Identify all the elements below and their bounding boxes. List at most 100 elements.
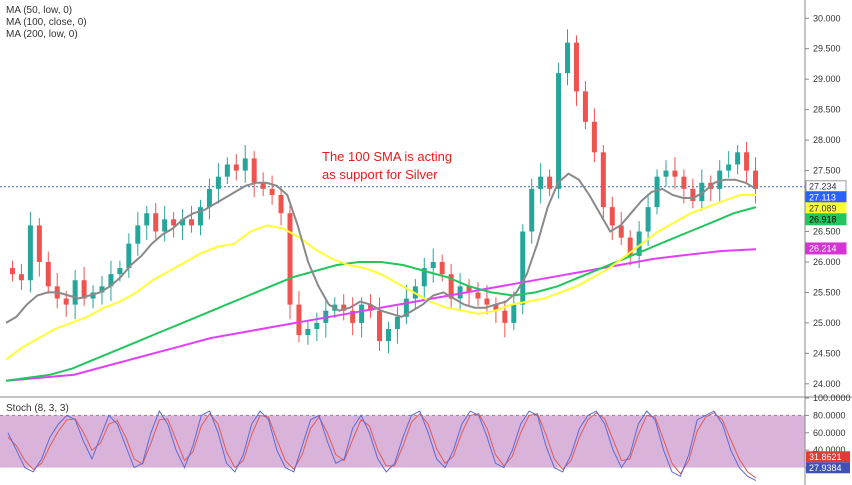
candle-body (144, 213, 150, 226)
candle-body (180, 219, 186, 226)
price-badge (805, 242, 847, 255)
candle-body (681, 176, 687, 189)
candle-body (18, 274, 24, 281)
candle-body (135, 225, 141, 244)
candle-body (377, 310, 383, 342)
candle-body (296, 304, 302, 336)
candle-body (359, 304, 365, 323)
candle-body (636, 231, 642, 256)
candle-body (403, 298, 409, 317)
candle-body (448, 274, 454, 299)
candle-body (350, 310, 356, 323)
candle-body (493, 304, 499, 311)
candle-body (224, 164, 230, 177)
candle-body (45, 261, 51, 287)
candle-body (520, 231, 526, 305)
price-badge (805, 213, 847, 226)
stoch-badge-label: 31.8621 (809, 452, 842, 462)
price-badge-label: 26.214 (809, 243, 837, 253)
price-pane (0, 29, 852, 398)
candle-body (457, 286, 463, 299)
price-tick-label: 24.500 (813, 348, 841, 358)
annotation-line-1: The 100 SMA is acting (322, 149, 453, 164)
candle-body (385, 328, 391, 342)
candle-body (582, 91, 588, 122)
stoch-d-line (7, 412, 757, 479)
candle-body (81, 280, 87, 299)
price-badge-label: 27.234 (809, 181, 837, 191)
stoch-badge-label: 27.9384 (809, 463, 842, 473)
candle-body (627, 237, 633, 256)
candle-body (27, 225, 33, 281)
stoch-label: Stoch (8, 3, 3) (6, 403, 69, 414)
candle-body (287, 213, 293, 305)
candle-body (663, 170, 669, 177)
ma200-line (5, 206, 757, 382)
candle-body (735, 152, 741, 165)
chart-annotation: The 100 SMA is acting as support for Sil… (322, 148, 452, 184)
price-badge-label: 27.113 (809, 192, 836, 202)
price-tick-label: 29.000 (813, 74, 841, 84)
candle-body (618, 225, 624, 238)
stoch-k-line (7, 410, 757, 482)
price-tick-label: 28.500 (813, 105, 841, 115)
candle-body (63, 298, 69, 305)
candle-body (206, 188, 212, 208)
stoch-tick-label: 40.0000 (813, 445, 846, 455)
price-tick-label: 27.500 (813, 166, 841, 176)
candle-body (9, 268, 15, 275)
stoch-tick-label: 60.0000 (813, 428, 846, 438)
stoch-band (0, 415, 805, 468)
price-axis: 30.000 29.500 29.000 28.500 28.000 27.500 27.0… (804, 0, 851, 485)
candle-body (126, 243, 132, 269)
candle-body (153, 213, 159, 232)
ma-long-line (5, 248, 757, 382)
candle-body (609, 207, 615, 226)
candle-body (556, 73, 562, 189)
candle-body (278, 194, 284, 214)
candle-body (484, 298, 490, 305)
candle-body (260, 182, 266, 189)
candle-body (645, 207, 651, 232)
candle-body (475, 292, 481, 299)
candle-body (215, 176, 221, 189)
legend-ma200: MA (200, low, 0) (6, 29, 78, 40)
candle-body (439, 261, 445, 275)
candle-body (90, 292, 96, 299)
candle-body (672, 170, 678, 177)
candle-body (744, 152, 750, 171)
candle-body (690, 188, 696, 202)
legend-ma100: MA (100, close, 0) (6, 17, 87, 28)
candle-body (242, 158, 248, 171)
stoch-badge (806, 451, 850, 463)
stoch-tick-label: 100.0000 (813, 393, 851, 403)
candle-body (99, 286, 105, 293)
ma50-line (5, 172, 757, 324)
legend-ma50: MA (50, low, 0) (6, 5, 73, 16)
stoch-tick-label: 80.0000 (813, 410, 846, 420)
price-tick-label: 24.000 (813, 379, 841, 389)
candle-body (117, 268, 123, 275)
price-badge-label: 26.918 (809, 214, 837, 224)
price-tick-label: 26.500 (813, 227, 841, 237)
candle-body (314, 322, 320, 329)
candle-body (269, 188, 275, 195)
candle-body (573, 42, 579, 92)
candle-body (36, 225, 42, 262)
candle-body (162, 219, 168, 232)
candle-body (108, 274, 114, 287)
candle-body (753, 170, 759, 189)
annotation-line-2: as support for Silver (322, 167, 438, 182)
candle-body (305, 328, 311, 336)
candle-body (591, 121, 597, 153)
candle-body (197, 207, 203, 226)
candle-body (72, 280, 78, 305)
candle-body (421, 268, 427, 287)
candle-body (654, 176, 660, 208)
candle-body (368, 304, 374, 311)
candle-body (251, 158, 257, 183)
stoch-badge (806, 462, 850, 474)
candle-body (466, 286, 472, 293)
candle-body (394, 316, 400, 329)
